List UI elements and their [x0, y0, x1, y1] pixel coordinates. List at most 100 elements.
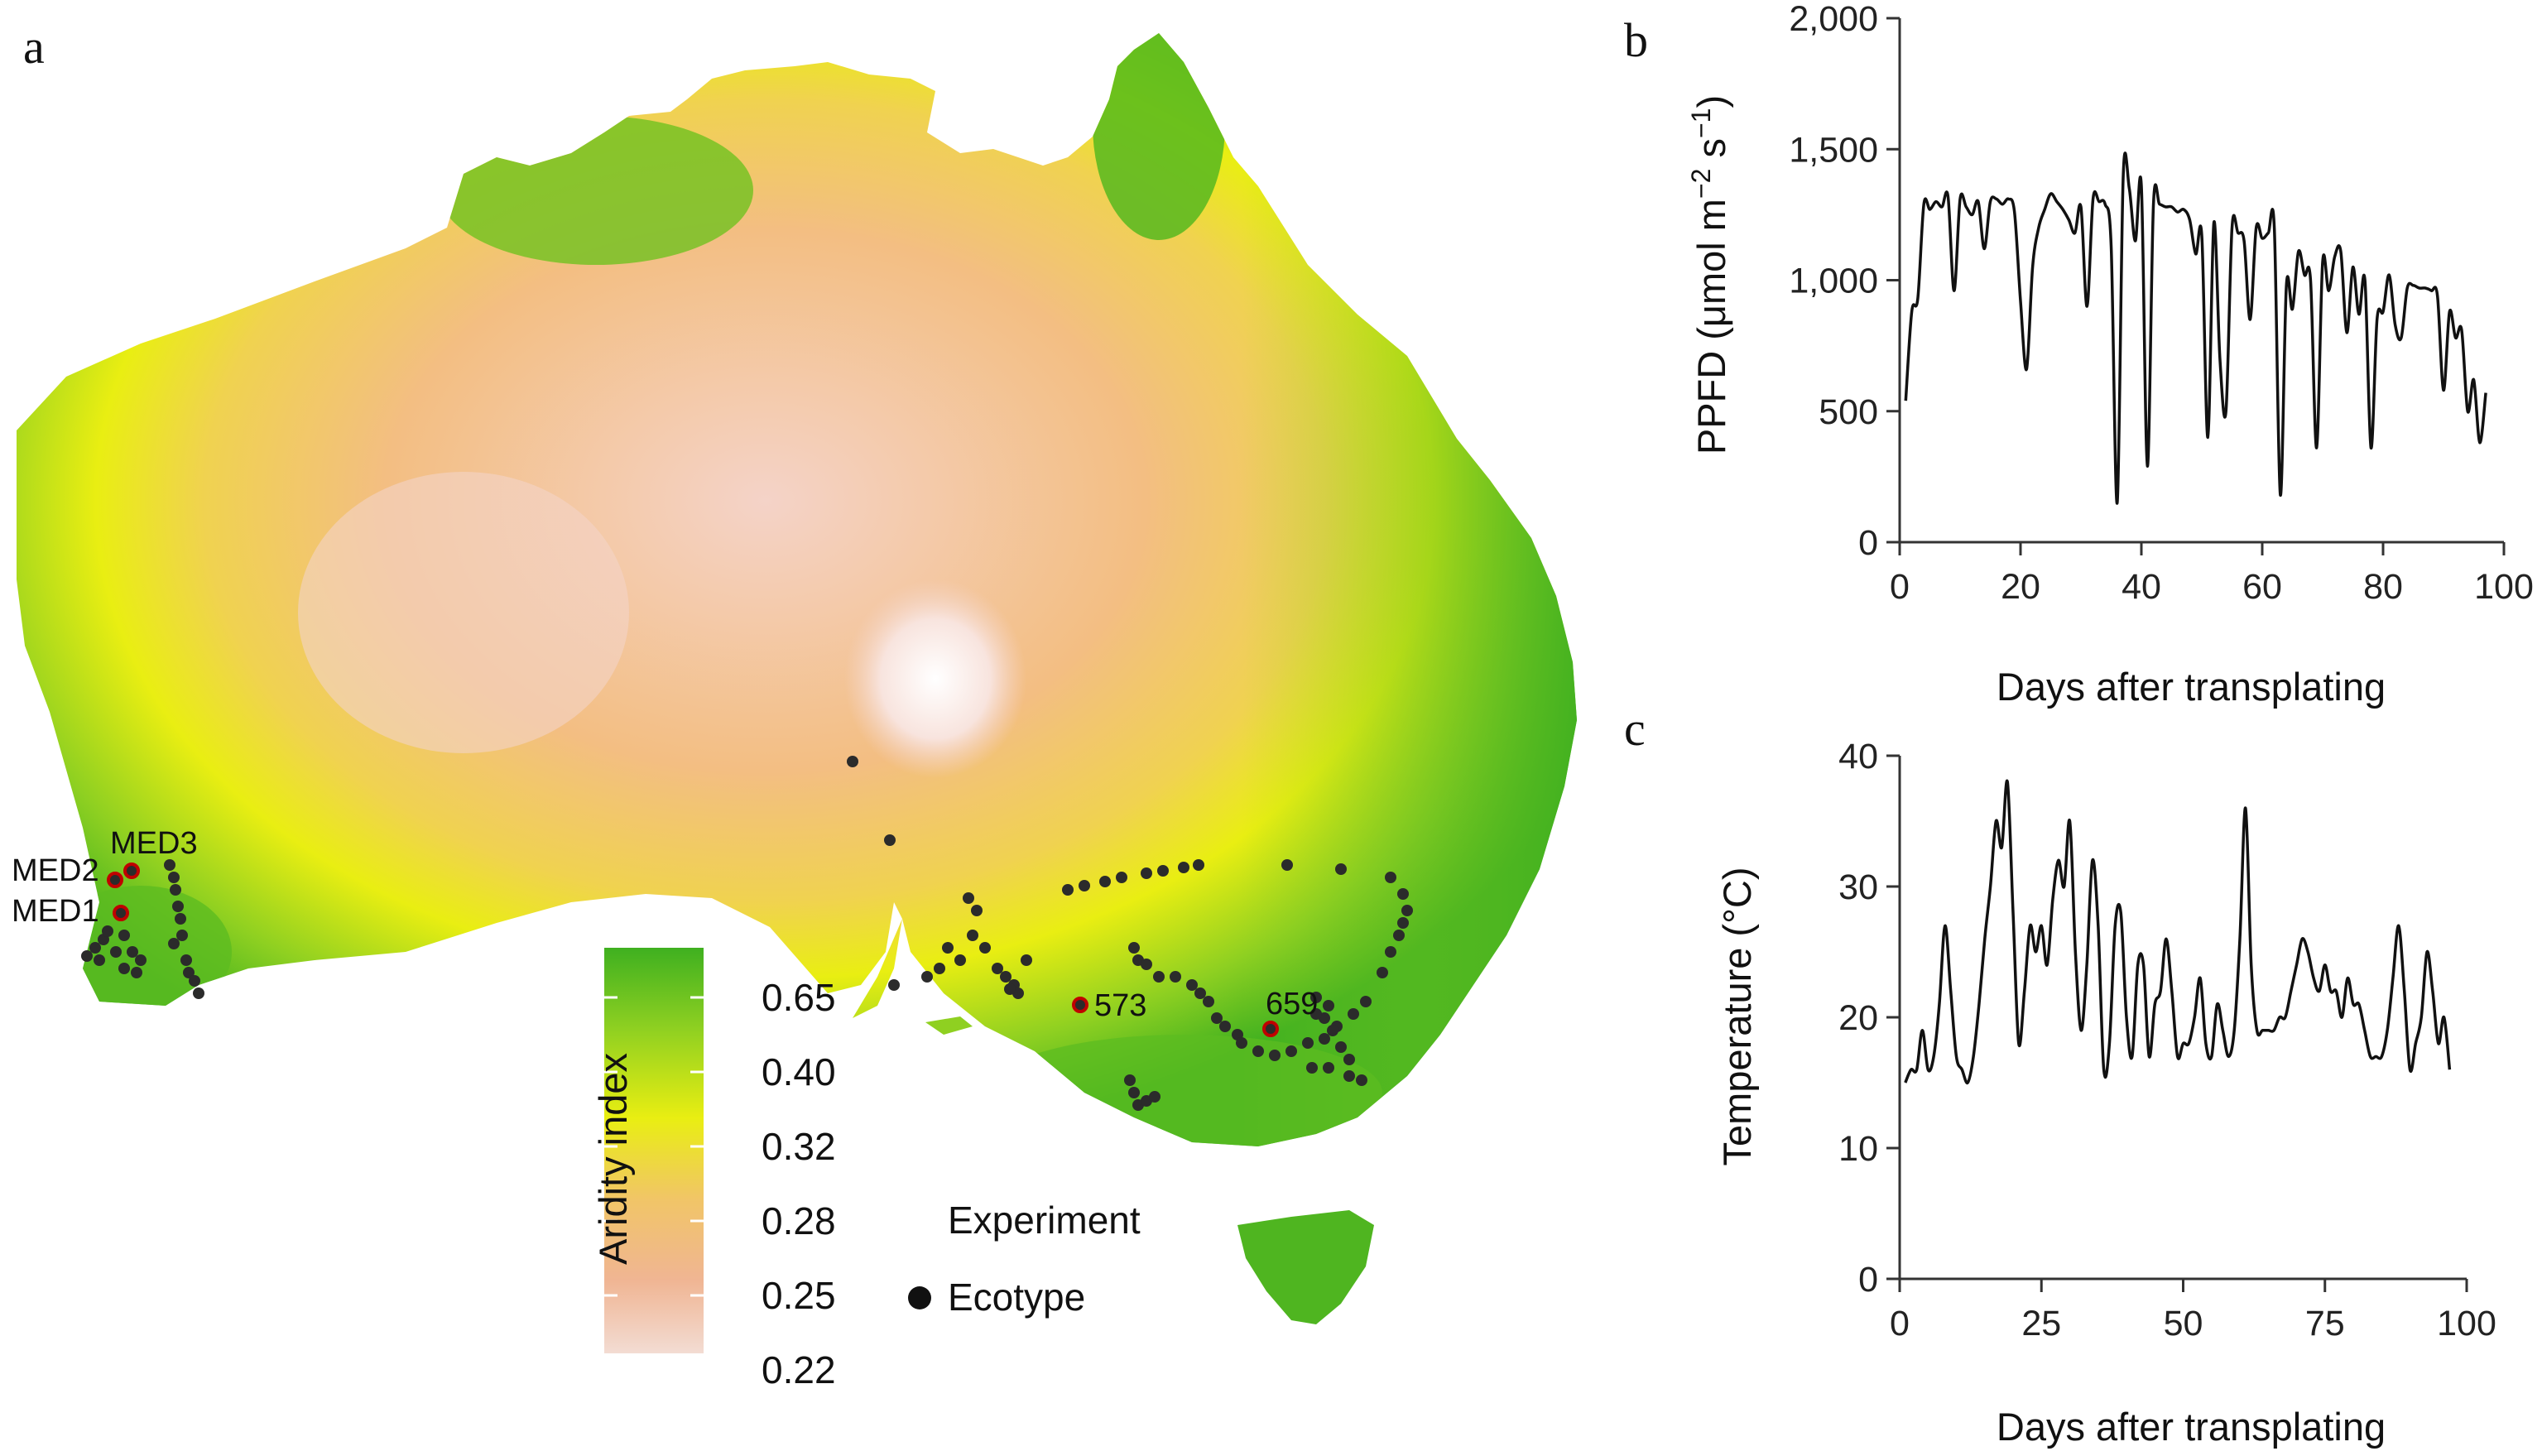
ecotype-site-dot: [1141, 867, 1152, 879]
ecotype-site-dot: [180, 954, 192, 966]
x-tick-label: 75: [2305, 1304, 2345, 1343]
ecotype-site-dot: [168, 872, 180, 883]
site-label-med3: MED3: [110, 826, 198, 861]
legend-tick-label: 0.28: [762, 1199, 836, 1242]
ecotype-legend-marker: [908, 1286, 931, 1309]
y-tick-label: 40: [1838, 737, 1878, 776]
y-tick-label: 20: [1838, 998, 1878, 1038]
x-tick-label: 0: [1890, 1304, 1910, 1343]
ecotype-site-dot: [1149, 1091, 1160, 1103]
ecotype-site-dot: [1203, 996, 1214, 1007]
ecotype-site-dot: [1124, 1074, 1136, 1086]
tasmania-landmass: [1237, 1210, 1374, 1324]
ecotype-site-dot: [921, 971, 933, 983]
ecotype-site-dot: [971, 905, 983, 916]
y-tick-label: 1,500: [1789, 130, 1878, 170]
ecotype-site-dot: [1310, 1008, 1322, 1020]
ecotype-site-dot: [81, 950, 93, 962]
kangaroo-island: [925, 1016, 973, 1035]
experiment-site-med2: [107, 872, 123, 888]
ppfd-x-axis-title: Days after transplating: [1997, 665, 2386, 709]
temperature-chart: 0 10 20 30 40 0 25 50 75 100: [1838, 737, 2496, 1343]
ecotype-site-dot: [1186, 979, 1198, 991]
legend-tick-label: 0.40: [762, 1050, 836, 1093]
ecotype-site-dot: [1062, 884, 1074, 896]
ecotype-site-dot: [1153, 971, 1165, 983]
ecotype-site-dot: [1285, 1045, 1297, 1057]
ecotype-site-dot: [1219, 1021, 1231, 1032]
temperature-y-axis-title: Temperature (°C): [1715, 867, 1759, 1166]
x-tick-label: 25: [2021, 1304, 2061, 1343]
ecotype-site-dot: [934, 963, 945, 974]
ecotype-site-dot: [1099, 876, 1111, 887]
ecotype-site-dot: [1157, 865, 1169, 877]
aridity-legend: Aridity index 0.65 0.40 0.32 0.28 0.25 0…: [591, 948, 1141, 1391]
ecotype-site-dot: [183, 967, 195, 978]
ecotype-site-dot: [1310, 992, 1322, 1003]
north-top-end-humid: [439, 116, 753, 265]
ecotype-site-dot: [1004, 983, 1016, 995]
x-tick-label: 50: [2164, 1304, 2203, 1343]
ecotype-site-dot: [1327, 1025, 1338, 1036]
ecotype-site-dot: [1393, 930, 1405, 941]
experiment-sites: [107, 863, 1279, 1037]
ecotype-site-dot: [89, 942, 101, 954]
x-tick-label: 20: [2001, 567, 2040, 607]
ecotype-site-dot: [1377, 967, 1388, 978]
ecotype-site-dot: [1319, 1033, 1330, 1045]
ecotype-site-dot: [164, 859, 175, 871]
y-tick-label: 30: [1838, 867, 1878, 907]
x-tick-label: 100: [2474, 567, 2534, 607]
aridity-colorbar: [604, 948, 704, 1353]
ecotype-site-dot: [118, 930, 130, 941]
ecotype-site-dot: [1306, 1062, 1318, 1074]
x-tick-label: 40: [2122, 567, 2161, 607]
ecotype-site-dot: [884, 834, 896, 846]
ecotype-site-dot: [1269, 1050, 1281, 1061]
x-tick-label: 100: [2437, 1304, 2496, 1343]
ecotype-site-dot: [1360, 996, 1372, 1007]
ecotype-site-dot: [1079, 880, 1090, 891]
ecotype-site-dot: [1302, 1037, 1314, 1049]
ecotype-site-dot: [1323, 1000, 1334, 1012]
x-tick-label: 60: [2242, 567, 2282, 607]
ecotype-site-dot: [954, 954, 966, 966]
y-tick-label: 10: [1838, 1129, 1878, 1169]
marker-legend-heading: Experiment: [948, 1199, 1141, 1242]
ecotype-site-dot: [118, 963, 130, 974]
x-tick-label: 80: [2363, 567, 2403, 607]
legend-tick-label: 0.25: [762, 1274, 836, 1317]
x-tick-label: 0: [1890, 567, 1910, 607]
site-label-med1: MED1: [12, 894, 99, 929]
ecotype-site-dot: [175, 913, 186, 925]
ecotype-site-dot: [1343, 1070, 1355, 1082]
ecotype-site-dot: [176, 930, 188, 941]
ecotype-site-dot: [1343, 1054, 1355, 1065]
panel-b-letter: b: [1624, 13, 1648, 67]
ecotype-site-dot: [110, 946, 122, 958]
ecotype-site-dot: [1236, 1037, 1247, 1049]
ecotype-site-dot: [189, 975, 200, 987]
temperature-x-axis-title: Days after transplating: [1997, 1405, 2386, 1449]
victoria-humid: [985, 1035, 1382, 1146]
y-tick-label: 0: [1858, 523, 1878, 563]
experiment-site-med1: [113, 905, 129, 921]
ecotype-site-dot: [1128, 942, 1140, 954]
ecotype-site-dot: [1170, 971, 1181, 983]
ecotype-site-dot: [1252, 1045, 1264, 1057]
ecotype-site-dot: [1335, 1041, 1347, 1053]
experiment-site-659: [1262, 1021, 1279, 1037]
ecotype-site-dot: [170, 884, 181, 896]
ecotype-site-dot: [168, 938, 180, 949]
ecotype-site-dot: [1211, 1012, 1223, 1024]
legend-tick-label: 0.22: [762, 1348, 836, 1391]
ecotype-site-dot: [847, 756, 858, 767]
y-tick-label: 0: [1858, 1260, 1878, 1300]
ecotype-site-dot: [1356, 1074, 1367, 1086]
western-desert-arid: [298, 472, 629, 753]
ecotype-site-dot: [1141, 959, 1152, 970]
ecotype-site-dot: [979, 942, 991, 954]
ecotype-site-dot: [1194, 987, 1206, 999]
site-label-med2: MED2: [12, 853, 99, 888]
